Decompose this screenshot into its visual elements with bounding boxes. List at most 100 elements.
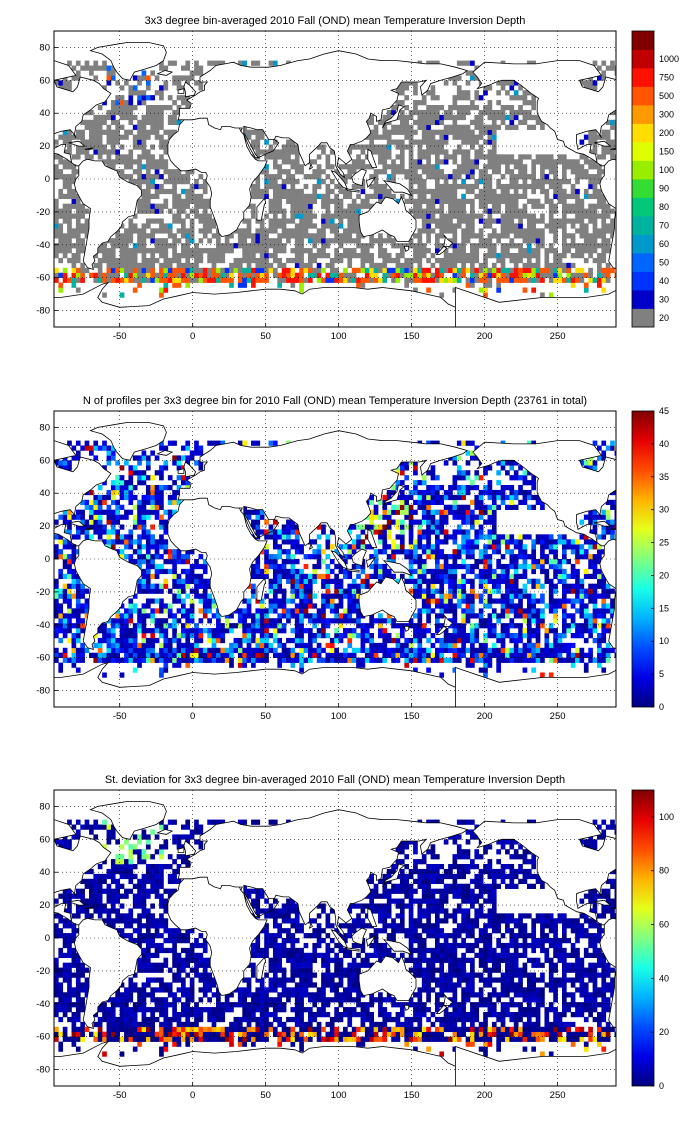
bin-cell xyxy=(614,124,616,130)
bin-cell xyxy=(465,277,471,283)
bin-cell xyxy=(601,129,607,135)
bin-cell xyxy=(347,253,353,259)
bin-cell xyxy=(93,499,99,506)
bin-cell xyxy=(172,253,177,259)
bin-cell xyxy=(382,494,388,501)
panel-depth-map: 3x3 degree bin-averaged 2010 Fall (OND) … xyxy=(36,15,679,342)
bin-cell xyxy=(452,188,458,195)
bin-cell xyxy=(132,90,138,96)
bin-cell xyxy=(124,134,129,140)
bin-cell xyxy=(272,554,278,560)
bin-cell xyxy=(159,534,164,540)
bin-cell xyxy=(443,534,449,540)
bin-cell xyxy=(281,243,287,249)
bin-cell xyxy=(434,485,440,491)
bin-cell xyxy=(456,257,462,264)
bin-cell xyxy=(553,257,558,264)
bin-cell xyxy=(128,277,134,283)
bin-cell xyxy=(141,573,147,580)
bin-cell xyxy=(610,124,615,130)
bin-cell xyxy=(145,485,151,491)
bin-cell xyxy=(237,60,243,66)
bin-cell xyxy=(194,179,199,185)
bin-cell xyxy=(575,188,580,195)
bin-cell xyxy=(97,272,103,278)
bin-cell xyxy=(189,642,195,649)
bin-cell xyxy=(579,223,585,229)
bin-cell xyxy=(413,559,418,565)
bin-cell xyxy=(281,647,287,654)
bin-cell xyxy=(338,623,344,629)
bin-cell xyxy=(106,267,112,274)
bin-cell xyxy=(255,647,261,654)
bin-cell xyxy=(430,598,436,604)
bin-cell xyxy=(544,193,550,200)
bin-cell xyxy=(75,169,81,175)
bin-cell xyxy=(518,228,523,234)
bin-cell xyxy=(465,613,471,619)
bin-cell xyxy=(592,213,598,219)
bin-cell xyxy=(325,593,331,599)
bin-cell xyxy=(172,267,177,274)
bin-cell xyxy=(553,253,558,259)
bin-cell xyxy=(592,80,598,86)
bin-cell xyxy=(181,262,186,269)
bin-cell xyxy=(456,529,462,535)
bin-cell xyxy=(237,257,243,264)
bin-cell xyxy=(426,60,431,66)
bin-cell xyxy=(461,534,466,540)
bin-cell xyxy=(259,633,265,639)
colorbar-label: 30 xyxy=(659,294,669,304)
bin-cell xyxy=(413,539,418,545)
bin-cell xyxy=(456,144,462,150)
bin-cell xyxy=(369,174,374,180)
bin-cell xyxy=(592,243,598,249)
bin-cell xyxy=(277,573,283,580)
bin-cell xyxy=(185,480,191,486)
bin-cell xyxy=(198,608,204,614)
bin-cell xyxy=(185,608,191,614)
bin-cell xyxy=(470,70,475,76)
bin-cell xyxy=(364,647,370,654)
bin-cell xyxy=(181,267,186,274)
bin-cell xyxy=(189,549,195,555)
bin-cell xyxy=(531,183,537,190)
bin-cell xyxy=(176,95,182,101)
bin-cell xyxy=(185,179,191,185)
bin-cell xyxy=(303,183,309,190)
bin-cell xyxy=(465,470,471,476)
bin-cell xyxy=(189,657,195,663)
bin-cell xyxy=(281,563,287,570)
bin-cell xyxy=(67,257,72,264)
bin-cell xyxy=(426,238,431,244)
bin-cell xyxy=(216,243,221,249)
bin-cell xyxy=(540,267,545,274)
bin-cell xyxy=(67,509,72,515)
bin-cell xyxy=(338,637,344,644)
bin-cell xyxy=(474,154,480,160)
bin-cell xyxy=(452,618,458,624)
bin-cell xyxy=(154,228,160,234)
bin-cell xyxy=(110,455,116,461)
bin-cell xyxy=(106,70,112,76)
bin-cell xyxy=(75,198,81,204)
bin-cell xyxy=(316,174,322,180)
bin-cell xyxy=(439,608,445,614)
bin-cell xyxy=(132,144,138,150)
bin-cell xyxy=(369,529,374,535)
bin-cell xyxy=(242,60,247,66)
bin-cell xyxy=(54,277,59,283)
bin-cell xyxy=(592,248,598,254)
bin-cell xyxy=(373,559,379,565)
bin-cell xyxy=(194,623,199,629)
bin-cell xyxy=(62,139,68,145)
bin-cell xyxy=(286,573,291,580)
bin-cell xyxy=(430,169,436,175)
bin-cell xyxy=(259,193,265,200)
bin-cell xyxy=(150,119,156,126)
bin-cell xyxy=(338,578,344,584)
bin-cell xyxy=(426,119,431,126)
bin-cell xyxy=(452,633,458,639)
bin-cell xyxy=(360,633,366,639)
bin-cell xyxy=(465,519,471,525)
